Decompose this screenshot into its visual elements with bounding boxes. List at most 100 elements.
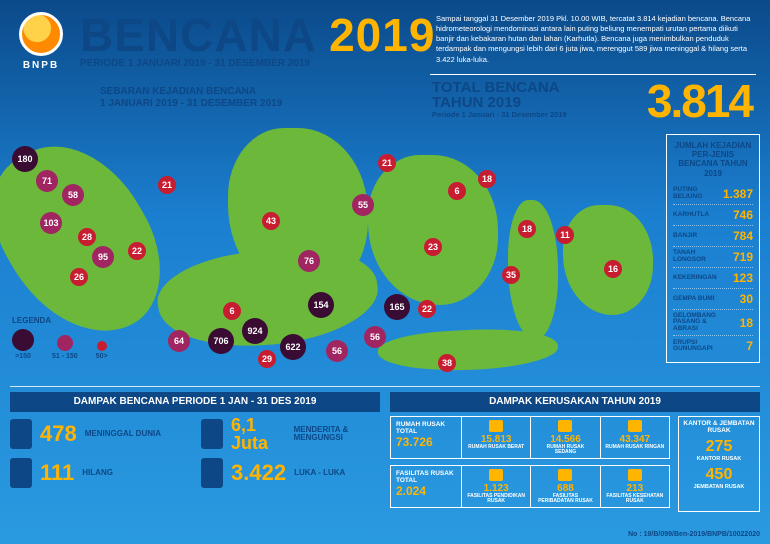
map-dot: 23	[424, 238, 442, 256]
impact-label: HILANG	[82, 469, 113, 477]
impact-bar-title: DAMPAK BENCANA PERIODE 1 JAN - 31 DES 20…	[10, 392, 380, 412]
legend-label: 51 - 150	[52, 353, 78, 360]
map-dot: 26	[70, 268, 88, 286]
stat-row: KARHUTLA 746	[673, 205, 753, 226]
legend-title: LEGENDA	[12, 316, 108, 325]
map-dot: 180	[12, 146, 38, 172]
legend-swatch	[97, 341, 107, 351]
stat-row: BANJIR784	[673, 226, 753, 247]
impact-label: MENINGGAL DUNIA	[85, 430, 161, 438]
island	[377, 325, 559, 374]
damage-seg-label: FASILITAS PERIBADATAN RUSAK	[535, 494, 595, 504]
logo: BNPB	[12, 12, 70, 71]
map-dot: 28	[78, 228, 96, 246]
stat-row: ERUPSI GUNUNGAPI 7	[673, 336, 753, 356]
impact-value: 3.422	[231, 462, 286, 484]
person-icon	[201, 458, 223, 488]
map-dot: 55	[352, 194, 374, 216]
stat-value: 1.387	[723, 187, 753, 201]
damage-row: RUMAH RUSAKTOTAL73.72615.813RUMAH RUSAK …	[390, 416, 670, 459]
stat-row: TANAH LONGSOR719	[673, 247, 753, 268]
impact-value: 6,1 Juta	[231, 416, 286, 452]
damage-seg-label: RUMAH RUSAK RINGAN	[605, 445, 665, 450]
damage-seg-label: FASILITAS KESEHATAN RUSAK	[605, 494, 665, 504]
damage-head: RUMAH RUSAK	[396, 421, 456, 428]
stat-value: 7	[746, 339, 753, 353]
stat-value: 746	[733, 208, 753, 222]
map-dot: 16	[604, 260, 622, 278]
map-dot: 43	[262, 212, 280, 230]
map-dot: 924	[242, 318, 268, 344]
stat-value: 18	[740, 316, 753, 330]
stat-key: KEKERINGAN	[673, 275, 717, 282]
kbox-n1: 275	[683, 438, 755, 456]
map-dot: 706	[208, 328, 234, 354]
legend-swatch	[57, 335, 73, 351]
map-dot: 21	[158, 176, 176, 194]
logo-icon	[19, 12, 63, 56]
impact-cell: 6,1 Juta MENDERITA & MENGUNGSI	[201, 416, 380, 452]
map-dot: 11	[556, 226, 574, 244]
impact-grid: 478 MENINGGAL DUNIA 6,1 Juta MENDERITA & ME…	[10, 416, 380, 488]
map-dot: 71	[36, 170, 58, 192]
legend-item: >150	[12, 329, 34, 360]
damage-left: RUMAH RUSAKTOTAL73.726	[391, 417, 461, 458]
person-icon	[10, 419, 32, 449]
map-dot: 95	[92, 246, 114, 268]
stat-key: ERUPSI GUNUNGAPI	[673, 340, 721, 353]
damage-total-label: TOTAL	[396, 477, 456, 484]
title-word: BENCANA	[80, 9, 315, 61]
house-icon	[558, 469, 572, 481]
kbox-t2: JEMBATAN RUSAK	[683, 484, 755, 490]
kbox-n2: 450	[683, 466, 755, 484]
impact-value: 478	[40, 423, 77, 445]
stats-heading: JUMLAH KEJADIAN PER-JENIS BENCANA TAHUN …	[673, 141, 753, 178]
damage-left: FASILITAS RUSAKTOTAL2.024	[391, 466, 461, 507]
stat-value: 30	[740, 292, 753, 306]
stats-panel: JUMLAH KEJADIAN PER-JENIS BENCANA TAHUN …	[666, 134, 760, 363]
stat-key: KARHUTLA	[673, 212, 709, 219]
impact-cell: 478 MENINGGAL DUNIA	[10, 416, 189, 452]
impact-label: LUKA - LUKA	[294, 469, 345, 477]
damage-seg: 213FASILITAS KESEHATAN RUSAK	[600, 466, 669, 507]
impact-cell: 111HILANG	[10, 458, 189, 488]
footnote: No : 19/B/099/Ben-2019/BNPB/10022020	[628, 531, 760, 538]
damage-seg: 688FASILITAS PERIBADATAN RUSAK	[530, 466, 599, 507]
stat-row: GELOMBANG PASANG & ABRASI 18	[673, 310, 753, 337]
stat-value: 719	[733, 250, 753, 264]
impact-label: MENDERITA & MENGUNGSI	[294, 426, 380, 443]
map-dot: 29	[258, 350, 276, 368]
map-dot: 22	[128, 242, 146, 260]
damage-seg: 15.813RUMAH RUSAK BERAT	[461, 417, 530, 458]
stat-key: GELOMBANG PASANG & ABRASI	[673, 313, 721, 333]
stat-row: GEMPA BUMI 30	[673, 289, 753, 310]
intro-paragraph: Sampai tanggal 31 Desember 2019 Pkl. 10.…	[436, 14, 756, 65]
map-dot: 165	[384, 294, 410, 320]
damage-seg: 14.566RUMAH RUSAK SEDANG	[530, 417, 599, 458]
stat-value: 784	[733, 229, 753, 243]
legend-label: >150	[15, 353, 31, 360]
map-dot: 56	[364, 326, 386, 348]
kbox-t1: KANTOR RUSAK	[683, 456, 755, 462]
main-title: BENCANA 2019	[80, 8, 435, 62]
infographic-page: BNPB BENCANA 2019 PERIODE 1 JANUARI 2019…	[0, 0, 770, 544]
stat-key: GEMPA BUMI	[673, 296, 715, 303]
stat-value: 123	[733, 271, 753, 285]
map-dot: 18	[478, 170, 496, 188]
map-dot: 35	[502, 266, 520, 284]
stat-key: PUTING BELIUNG	[673, 187, 721, 200]
damage-head: FASILITAS RUSAK	[396, 470, 456, 477]
damage-grid: RUMAH RUSAKTOTAL73.72615.813RUMAH RUSAK …	[390, 416, 670, 514]
person-icon	[10, 458, 32, 488]
total-value: 3.814	[647, 74, 752, 128]
office-bridge-box: KANTOR & JEMBATAN RUSAK 275 KANTOR RUSAK…	[678, 416, 760, 512]
subtitle: PERIODE 1 JANUARI 2019 - 31 DESEMBER 201…	[80, 58, 310, 69]
map-dot: 18	[518, 220, 536, 238]
map-dot: 6	[223, 302, 241, 320]
legend: LEGENDA >15051 - 15050>	[12, 316, 108, 360]
damage-seg-label: FASILITAS PENDIDIKAN RUSAK	[466, 494, 526, 504]
map-dot: 21	[378, 154, 396, 172]
damage-total-label: TOTAL	[396, 428, 456, 435]
map-dot: 6	[448, 182, 466, 200]
kbox-head: KANTOR & JEMBATAN RUSAK	[683, 421, 755, 435]
